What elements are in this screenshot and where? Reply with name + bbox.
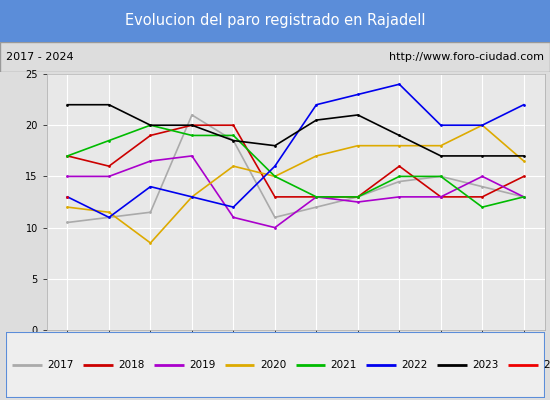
Text: Evolucion del paro registrado en Rajadell: Evolucion del paro registrado en Rajadel… (125, 14, 425, 28)
Text: http://www.foro-ciudad.com: http://www.foro-ciudad.com (389, 52, 544, 62)
Text: 2023: 2023 (472, 360, 499, 370)
Text: 2018: 2018 (118, 360, 145, 370)
Text: 2020: 2020 (260, 360, 286, 370)
Text: 2019: 2019 (189, 360, 216, 370)
Text: 2017: 2017 (47, 360, 74, 370)
Text: 2021: 2021 (331, 360, 357, 370)
Text: 2017 - 2024: 2017 - 2024 (6, 52, 73, 62)
Text: 2022: 2022 (402, 360, 428, 370)
Text: 2024: 2024 (543, 360, 550, 370)
